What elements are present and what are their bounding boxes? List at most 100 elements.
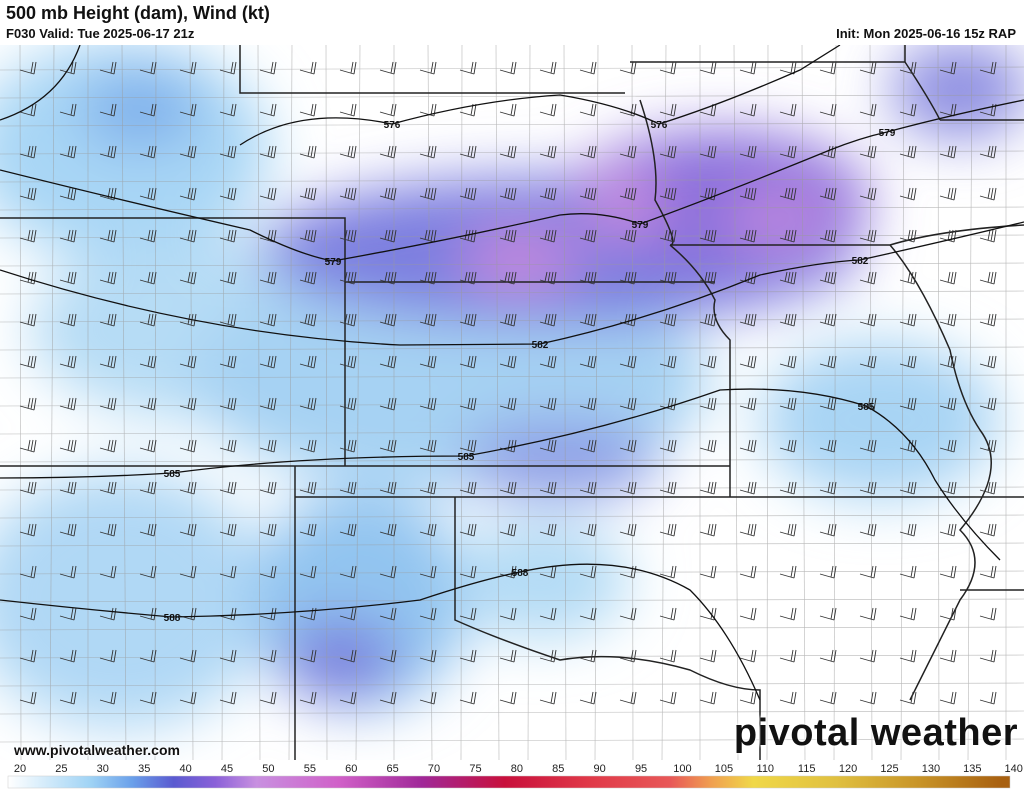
wind-barb: [19, 313, 37, 327]
wind-barb: [659, 481, 677, 495]
wind-barb: [99, 481, 117, 495]
wind-barb: [99, 187, 117, 201]
wind-barb: [819, 103, 837, 117]
county-line: [0, 598, 1024, 603]
wind-barb: [219, 271, 237, 285]
wind-barb: [259, 691, 277, 705]
wind-barb: [459, 439, 477, 453]
wind-barb: [219, 649, 237, 663]
wind-barb: [819, 187, 837, 201]
colorbar-tick-label: 80: [511, 763, 523, 775]
county-line: [801, 45, 806, 760]
wind-barb: [699, 649, 717, 663]
county-line: [869, 45, 873, 760]
wind-barb: [739, 313, 757, 327]
wind-barb: [259, 313, 277, 327]
valid-time: F030 Valid: Tue 2025-06-17 21z: [6, 26, 195, 41]
wind-barb: [259, 145, 277, 159]
county-line: [967, 45, 973, 760]
wind-barb: [859, 229, 877, 243]
wind-barb: [859, 607, 877, 621]
wind-barb: [819, 649, 837, 663]
wind-barb: [379, 691, 397, 705]
wind-barb: [59, 313, 77, 327]
wind-barb: [339, 523, 357, 537]
wind-barb: [99, 271, 117, 285]
wind-barb: [299, 481, 317, 495]
wind-barb: [699, 229, 717, 243]
wind-barb: [419, 355, 437, 369]
wind-barb: [659, 271, 677, 285]
colorbar-tick-label: 135: [963, 763, 981, 775]
colorbar-tick-label: 120: [839, 763, 857, 775]
height-contours: [0, 45, 1024, 701]
wind-barb: [579, 649, 597, 663]
wind-barb: [939, 397, 957, 411]
wind-barb: [859, 649, 877, 663]
wind-barb: [979, 61, 997, 75]
wind-barb: [499, 397, 517, 411]
wind-barb: [459, 523, 477, 537]
wind-barb: [59, 649, 77, 663]
wind-barb: [99, 61, 117, 75]
wind-barb: [379, 355, 397, 369]
wind-barb: [219, 607, 237, 621]
wind-barb: [779, 313, 797, 327]
wind-barb: [579, 523, 597, 537]
contour-label: 576: [651, 120, 668, 131]
wind-barb: [939, 355, 957, 369]
wind-barb: [59, 355, 77, 369]
wind-barb: [659, 145, 677, 159]
wind-barb: [859, 565, 877, 579]
wind-barb: [459, 187, 477, 201]
contour-576: [239, 45, 841, 146]
wind-barb: [419, 187, 437, 201]
wind-barb: [939, 61, 957, 75]
wind-barb: [379, 145, 397, 159]
wind-barb: [539, 607, 557, 621]
wind-barb: [19, 271, 37, 285]
wind-barb: [419, 271, 437, 285]
contour-label: 585: [164, 469, 181, 480]
wind-barb: [259, 523, 277, 537]
wind-barb: [339, 481, 357, 495]
wind-barb: [99, 649, 117, 663]
county-line: [460, 45, 463, 760]
wind-barb: [939, 565, 957, 579]
wind-barb: [219, 229, 237, 243]
wind-barb: [819, 565, 837, 579]
wind-barb: [659, 103, 677, 117]
wind-barb: [59, 229, 77, 243]
wind-barb: [539, 649, 557, 663]
wind-barb: [859, 691, 877, 705]
county-line: [495, 45, 500, 760]
wind-barb: [139, 523, 157, 537]
wind-barb: [899, 439, 917, 453]
wind-barb: [579, 439, 597, 453]
wind-barb: [299, 313, 317, 327]
wind-barb: [739, 649, 757, 663]
county-line: [325, 45, 328, 760]
contour-label: 585: [458, 452, 475, 463]
county-line: [0, 542, 1024, 547]
wind-barb: [99, 523, 117, 537]
wind-barb: [739, 229, 757, 243]
contour-label: 582: [532, 340, 549, 351]
county-line: [0, 346, 1024, 351]
wind-barb: [579, 271, 597, 285]
wind-barb: [419, 229, 437, 243]
wind-barb: [579, 103, 597, 117]
wind-barb: [579, 313, 597, 327]
wind-barb: [339, 313, 357, 327]
wind-barb: [979, 145, 997, 159]
wind-barb: [579, 355, 597, 369]
county-line: [288, 45, 293, 760]
wind-barb: [819, 61, 837, 75]
wind-barb: [819, 397, 837, 411]
wind-barb: [859, 313, 877, 327]
county-line: [0, 94, 1024, 99]
wind-barb: [259, 439, 277, 453]
wind-barb: [339, 271, 357, 285]
wind-barb: [739, 523, 757, 537]
wind-barb: [299, 691, 317, 705]
